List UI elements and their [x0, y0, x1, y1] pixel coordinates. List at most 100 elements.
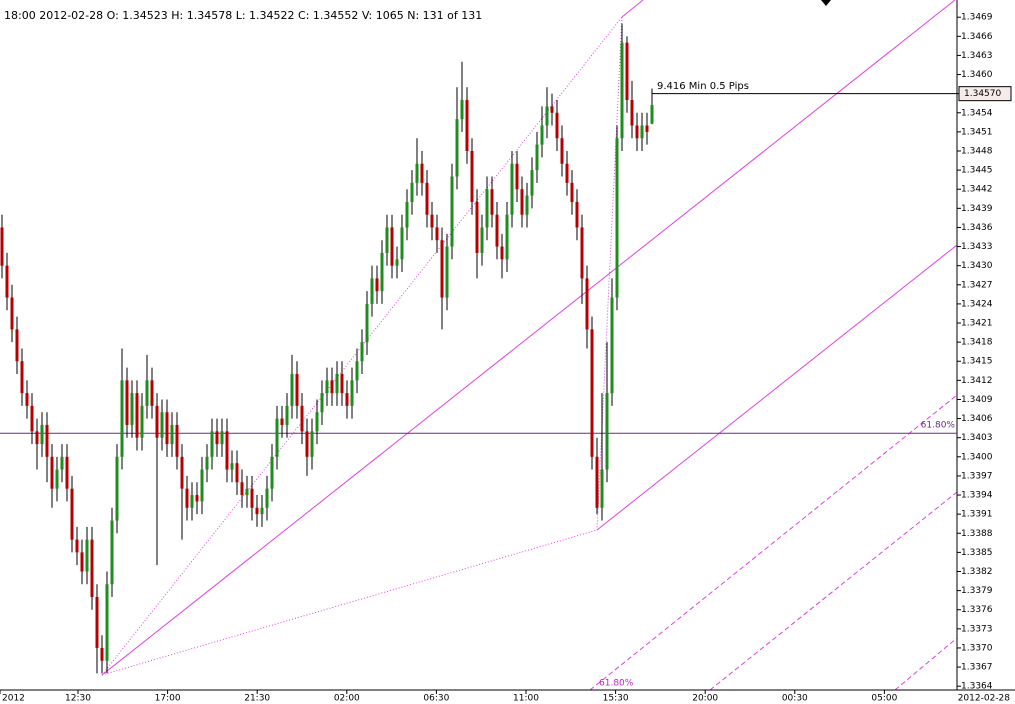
candle-body: [280, 418, 284, 425]
candle-body: [565, 163, 569, 183]
y-tick-label: 1.3415: [961, 357, 993, 367]
candle-body: [360, 342, 364, 362]
candle-body: [235, 463, 239, 483]
candle-body: [530, 170, 534, 196]
candle-body: [10, 297, 14, 330]
candle-body: [140, 405, 144, 438]
y-tick-label: 1.3379: [961, 586, 993, 596]
candle-body: [365, 303, 369, 343]
candle-body: [350, 380, 354, 406]
candle-body: [340, 373, 344, 394]
candle-body: [330, 380, 334, 394]
y-tick-label: 1.3439: [961, 204, 993, 214]
candle-body: [275, 418, 279, 457]
y-tick-label: 1.3418: [961, 338, 993, 348]
price-box: [958, 86, 1012, 102]
x-tick-label: 2012: [2, 694, 25, 704]
y-tick-label: 1.3469: [961, 13, 993, 23]
upper-tine: [621, 0, 644, 18]
candle-body: [250, 488, 254, 508]
candle-body: [485, 189, 489, 228]
candle-body: [580, 227, 584, 279]
fib-line-label: 61.80%: [921, 421, 956, 431]
candle-body: [415, 163, 419, 183]
candle-body: [575, 201, 579, 228]
candle-body: [410, 182, 414, 202]
candle-body: [375, 278, 379, 292]
candle-body: [180, 456, 184, 489]
candle-body: [85, 539, 89, 572]
candle-body: [505, 214, 509, 260]
candle-body: [395, 259, 399, 266]
candle-body: [195, 495, 199, 502]
y-tick-label: 1.3436: [961, 223, 993, 233]
candle-body: [295, 373, 299, 406]
y-tick-label: 1.3448: [961, 146, 993, 156]
candle-body: [625, 42, 629, 101]
candle-body: [380, 252, 384, 292]
y-tick-label: 1.3406: [961, 414, 993, 424]
candle-body: [545, 106, 549, 126]
candle-body: [610, 297, 614, 394]
candle-body: [15, 329, 19, 362]
y-tick-label: 1.3460: [961, 70, 993, 80]
x-tick-label: 15:30: [603, 694, 629, 704]
candle-body: [290, 373, 294, 406]
y-tick-label: 1.3388: [961, 529, 993, 539]
y-tick-label: 1.3445: [961, 166, 993, 176]
candle-body: [430, 214, 434, 228]
candle-body: [35, 431, 39, 445]
candle-body: [125, 380, 129, 425]
candle-body: [0, 227, 4, 266]
candle-body: [170, 424, 174, 445]
candle-body: [75, 539, 79, 553]
candle-body: [585, 278, 589, 330]
candle-body: [115, 456, 119, 521]
marker-triangle: [821, 0, 831, 6]
candle-body: [65, 456, 69, 489]
candle-body: [455, 119, 459, 177]
candle-body: [230, 463, 234, 470]
candle-body: [570, 182, 574, 202]
candle-body: [520, 189, 524, 215]
candle-body: [25, 393, 29, 406]
candle-body: [120, 380, 124, 457]
candle-body: [310, 431, 314, 457]
candle-body: [105, 584, 109, 661]
candle-body: [560, 138, 564, 164]
y-tick-label: 1.3430: [961, 261, 993, 271]
candle-body: [645, 125, 649, 132]
candle-body: [5, 265, 9, 298]
candle-body: [185, 488, 189, 508]
fib-note: 61.80%: [599, 679, 634, 689]
candle-body: [630, 100, 634, 126]
candle-body: [595, 456, 599, 508]
candle-body: [245, 488, 249, 496]
candle-body: [605, 393, 609, 470]
y-tick-label: 1.3382: [961, 567, 993, 577]
candle-body: [480, 227, 484, 253]
y-tick-label: 1.3391: [961, 510, 993, 520]
y-tick-label: 1.3466: [961, 32, 993, 42]
candle-body: [385, 227, 389, 253]
y-tick-label: 1.3463: [961, 51, 993, 61]
y-tick-label: 1.3421: [961, 319, 993, 329]
candle-body: [155, 405, 159, 438]
candle-body: [60, 456, 64, 470]
candle-body: [440, 240, 444, 298]
candle-body: [650, 105, 654, 124]
y-tick-label: 1.3376: [961, 605, 993, 615]
x-tick-label: 05:00: [871, 694, 897, 704]
candle-body: [450, 176, 454, 247]
candle-body: [175, 424, 179, 457]
candle-body: [240, 482, 244, 496]
candle-body: [80, 552, 84, 572]
candle-body: [145, 380, 149, 406]
x-tick-label: 17:00: [155, 694, 181, 704]
pitchfork: [101, 0, 958, 691]
x-tick-label: 00:30: [782, 694, 808, 704]
candle-body: [615, 138, 619, 298]
candle-body: [20, 361, 24, 394]
x-end-label: 2012-02-28: [958, 694, 1011, 704]
